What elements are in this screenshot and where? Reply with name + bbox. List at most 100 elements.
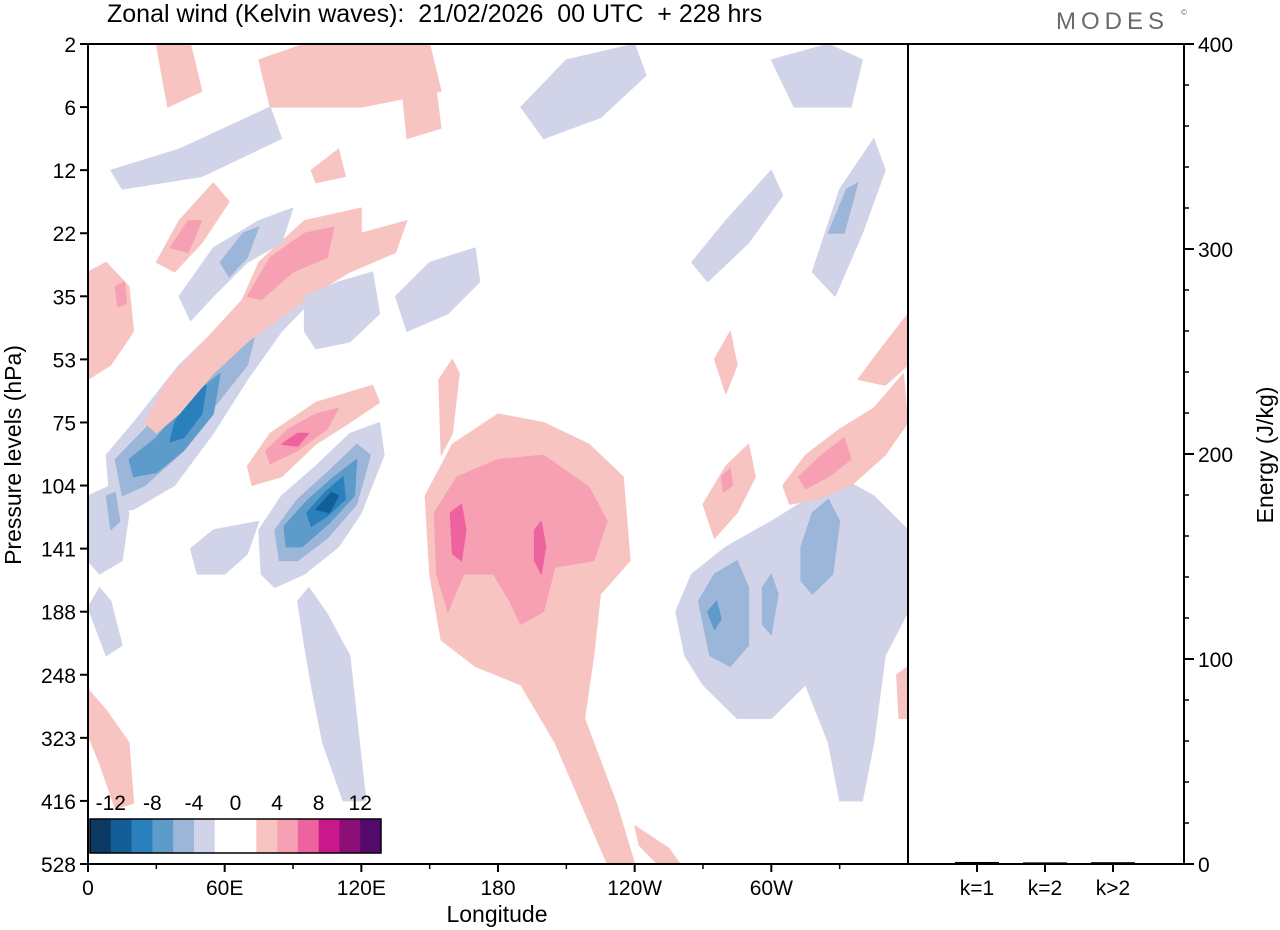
legend-swatch (90, 819, 112, 853)
energy-bars (955, 861, 1135, 865)
y-tick-label: 248 (41, 665, 76, 688)
energy-y-tick-label: 300 (1198, 239, 1233, 262)
positive-anomaly-region (246, 226, 335, 301)
y-tick-label: 528 (41, 854, 76, 877)
wavenumber-ticks: k=1 k=2 k>2 (960, 864, 1130, 900)
x-tick-label: 180 (480, 877, 515, 900)
negative-anomaly-region (770, 44, 863, 108)
positive-anomaly-region (798, 437, 852, 490)
legend-swatch (214, 819, 236, 853)
energy-y-tick-label: 200 (1198, 444, 1233, 467)
positive-anomaly-region (449, 503, 467, 562)
negative-anomaly-region (827, 182, 859, 234)
energy-ticks: 0 100 200 300 400 (1184, 34, 1233, 877)
hovmoller-heatmap: 0 60E 120E 180 120W 60W 2 6 12 22 35 53 75 104 141 188… (0, 34, 909, 927)
negative-anomaly-region (800, 498, 841, 595)
y-tick-label: 323 (41, 728, 76, 751)
positive-anomaly-region (281, 432, 310, 447)
energy-y-tick-label: 100 (1198, 649, 1233, 672)
positive-anomaly-region (896, 665, 908, 719)
legend-labels: -12 -8 -4 0 4 8 12 (96, 792, 372, 815)
energy-x-tick-label: k>2 (1096, 877, 1130, 900)
positive-anomaly-region (713, 330, 738, 395)
legend-swatch (318, 819, 340, 853)
longitude-ticks: 0 60E 120E 180 120W 60W (82, 864, 841, 900)
positive-anomaly-region (533, 520, 547, 575)
positive-anomaly-region (88, 688, 135, 810)
energy-y-tick-label: 400 (1198, 34, 1233, 57)
energy-y-tick-label: 0 (1198, 854, 1210, 877)
negative-anomaly-region (395, 247, 481, 332)
color-legend: -12 -8 -4 0 4 8 12 (89, 792, 382, 854)
y-tick-label: 188 (41, 602, 76, 625)
legend-label: 4 (271, 792, 283, 815)
chart-title: Zonal wind (Kelvin waves): 21/02/2026 00… (107, 0, 763, 28)
positive-anomaly-region (258, 44, 442, 108)
positive-anomaly-region (438, 358, 460, 456)
positive-anomaly-region (702, 443, 756, 539)
legend-swatch (110, 819, 132, 853)
legend-label: -8 (143, 792, 162, 815)
positive-anomaly-region (310, 148, 346, 184)
positive-anomaly-region (169, 220, 203, 254)
y-tick-label: 35 (53, 286, 76, 309)
energy-x-tick-label: k=1 (960, 877, 994, 900)
y-tick-label: 6 (64, 97, 76, 120)
x-tick-label: 120E (337, 877, 386, 900)
positive-anomaly-region (114, 281, 128, 308)
energy-bar (1091, 862, 1135, 865)
negative-anomaly-region (190, 520, 260, 575)
y-tick-label: 141 (41, 539, 76, 562)
positive-anomaly-region (857, 313, 908, 386)
energy-x-tick-label: k=2 (1028, 877, 1062, 900)
legend-label: 0 (230, 792, 242, 815)
y-tick-label: 416 (41, 791, 76, 814)
x-tick-label: 0 (82, 877, 94, 900)
negative-anomaly-region (88, 587, 123, 657)
legend-swatch (360, 819, 382, 853)
negative-anomaly-region (520, 44, 647, 140)
negative-anomaly-region (675, 476, 908, 802)
energy-panel: k=1 k=2 k>2 0 100 200 300 400 Energy (J/kg) (908, 34, 1278, 900)
y-axis-label: Pressure levels (hPa) (0, 345, 26, 565)
legend-frame (89, 818, 382, 854)
negative-anomaly-region (761, 573, 779, 636)
legend-swatch (235, 819, 257, 853)
positive-anomaly-region (433, 454, 608, 625)
legend-color-boxes (89, 818, 382, 854)
negative-anomaly-region (297, 587, 367, 802)
legend-swatch (173, 819, 195, 853)
legend-label: 8 (313, 792, 325, 815)
negative-anomaly-region (707, 600, 722, 631)
negative-anomaly-region (88, 485, 130, 575)
legend-label: 12 (349, 792, 372, 815)
negative-anomaly-region (697, 560, 750, 667)
positive-anomaly-region (401, 75, 442, 140)
energy-bar (955, 861, 999, 864)
positive-anomaly-region (634, 825, 681, 864)
legend-swatch (277, 819, 299, 853)
pressure-ticks: 2 6 12 22 35 53 75 104 141 188 248 323 416 528 (41, 34, 88, 877)
negative-anomaly-region (219, 226, 260, 278)
negative-anomaly-region (303, 271, 381, 350)
positive-anomaly-region (144, 220, 408, 434)
y-tick-label: 53 (53, 349, 76, 372)
y-tick-label: 22 (53, 223, 76, 246)
positive-anomaly-region (155, 44, 203, 108)
negative-anomaly-region (105, 491, 121, 531)
negative-anomaly-region (315, 491, 340, 514)
legend-label: -12 (96, 792, 126, 815)
x-axis-label: Longitude (446, 901, 547, 927)
legend-swatch (256, 819, 278, 853)
y-tick-label: 2 (64, 34, 76, 57)
legend-swatch (193, 819, 216, 853)
y-tick-label: 104 (41, 476, 76, 499)
x-tick-label: 120W (607, 877, 662, 900)
negative-anomaly-region (110, 106, 283, 190)
x-tick-label: 60E (206, 877, 243, 900)
brand-logo: MODES (1056, 8, 1170, 35)
y-tick-label: 75 (53, 412, 76, 435)
legend-swatch (131, 819, 153, 853)
x-tick-label: 60W (750, 877, 793, 900)
